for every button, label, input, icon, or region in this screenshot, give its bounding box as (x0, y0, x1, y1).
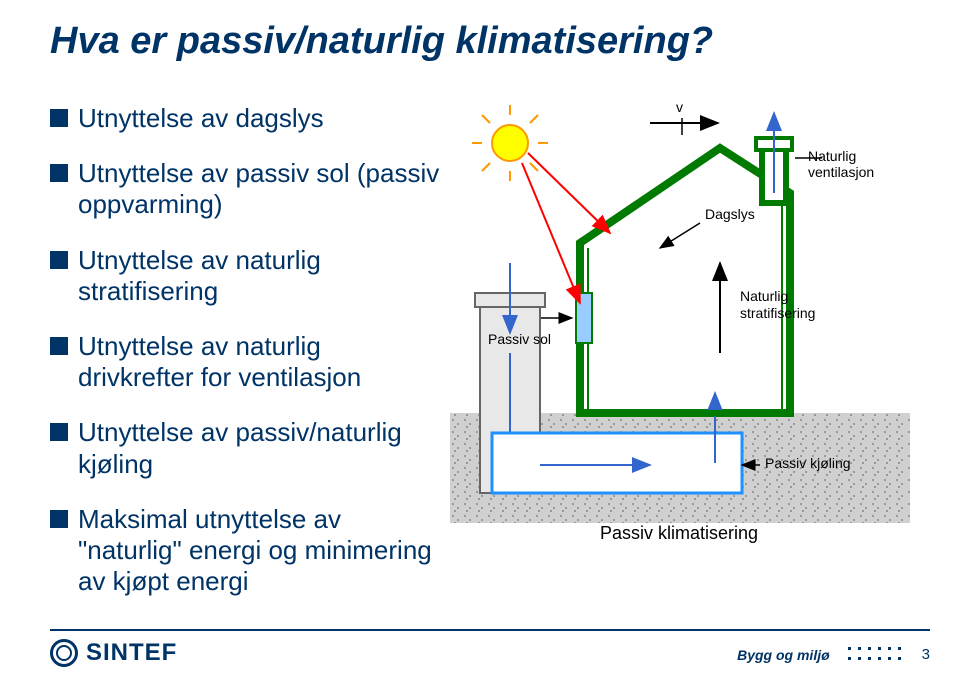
bullet-item: Utnyttelse av passiv/naturlig kjøling (50, 417, 440, 479)
bullet-item: Utnyttelse av naturlig drivkrefter for v… (50, 331, 440, 393)
house-diagram: v Naturlig ventilasjon Dagslys Passiv so… (450, 93, 910, 563)
bullet-marker-icon (50, 510, 68, 528)
bullet-marker-icon (50, 423, 68, 441)
bullet-marker-icon (50, 337, 68, 355)
logo-text: SINTEF (86, 639, 177, 667)
label-dagslys: Dagslys (705, 206, 755, 222)
label-nat-strat-2: stratifisering (740, 305, 815, 321)
footer-right: Bygg og miljø 3 (737, 646, 930, 663)
bullet-item: Maksimal utnyttelse av "naturlig" energi… (50, 504, 440, 598)
bullet-item: Utnyttelse av passiv sol (passiv oppvarm… (50, 158, 440, 220)
bullet-marker-icon (50, 251, 68, 269)
bullet-text: Utnyttelse av passiv sol (passiv oppvarm… (78, 158, 440, 220)
slide-title: Hva er passiv/naturlig klimatisering? (50, 20, 910, 63)
bullet-marker-icon (50, 109, 68, 127)
footer: SINTEF Bygg og miljø 3 (0, 629, 960, 677)
bullet-marker-icon (50, 164, 68, 182)
label-nat-strat-1: Naturlig (740, 288, 788, 304)
label-passiv-sol: Passiv sol (488, 331, 551, 347)
bullet-list: Utnyttelse av dagslys Utnyttelse av pass… (50, 93, 440, 621)
bullet-item: Utnyttelse av dagslys (50, 103, 440, 134)
bullet-item: Utnyttelse av naturlig stratifisering (50, 245, 440, 307)
logo-ring-icon (50, 639, 78, 667)
bullet-text: Utnyttelse av naturlig stratifisering (78, 245, 440, 307)
diagram-caption: Passiv klimatisering (600, 523, 758, 544)
logo: SINTEF (50, 639, 177, 667)
label-nat-ventilasjon: Naturlig ventilasjon (808, 148, 910, 180)
footer-label: Bygg og miljø (737, 647, 830, 663)
dots-icon (848, 647, 904, 663)
bullet-text: Utnyttelse av dagslys (78, 103, 324, 134)
bullet-text: Utnyttelse av passiv/naturlig kjøling (78, 417, 440, 479)
label-passiv-kjoling: Passiv kjøling (765, 455, 851, 471)
footer-divider (50, 629, 930, 631)
page-number: 3 (922, 646, 930, 663)
bullet-text: Maksimal utnyttelse av "naturlig" energi… (78, 504, 440, 598)
label-wind: v (676, 99, 683, 115)
bullet-text: Utnyttelse av naturlig drivkrefter for v… (78, 331, 440, 393)
body-row: Utnyttelse av dagslys Utnyttelse av pass… (50, 93, 910, 621)
slide: Hva er passiv/naturlig klimatisering? Ut… (0, 0, 960, 677)
